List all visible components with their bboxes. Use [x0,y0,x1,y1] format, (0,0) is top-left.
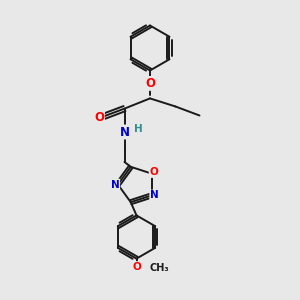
Text: O: O [150,167,158,177]
Text: N: N [119,125,130,139]
Text: O: O [132,262,141,272]
Text: N: N [110,179,119,190]
Text: CH₃: CH₃ [150,262,170,273]
Text: O: O [145,77,155,90]
Text: O: O [94,111,104,124]
Text: N: N [150,190,159,200]
Text: H: H [134,124,142,134]
